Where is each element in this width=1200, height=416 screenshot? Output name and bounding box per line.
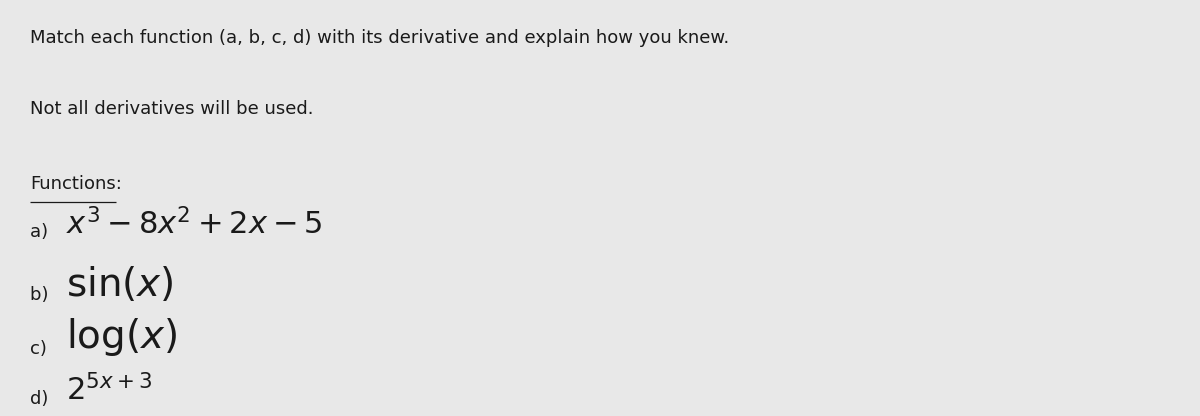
Text: $\sin(x)$: $\sin(x)$ [66, 265, 174, 304]
Text: $x^3 - 8x^2 + 2x - 5$: $x^3 - 8x^2 + 2x - 5$ [66, 209, 323, 241]
Text: Functions:: Functions: [30, 175, 122, 193]
Text: $\log(x)$: $\log(x)$ [66, 316, 178, 358]
Text: Match each function (a, b, c, d) with its derivative and explain how you knew.: Match each function (a, b, c, d) with it… [30, 29, 730, 47]
Text: a): a) [30, 223, 54, 241]
Text: d): d) [30, 390, 54, 408]
Text: Not all derivatives will be used.: Not all derivatives will be used. [30, 100, 313, 118]
Text: b): b) [30, 286, 54, 304]
Text: $2^{5x+3}$: $2^{5x+3}$ [66, 375, 152, 408]
Text: c): c) [30, 340, 53, 358]
